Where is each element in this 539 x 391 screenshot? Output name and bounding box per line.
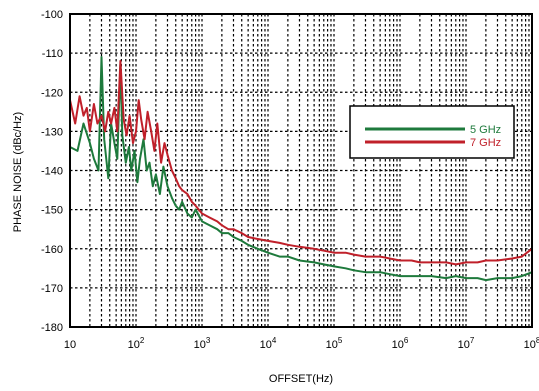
legend-label-7ghz: 7 GHz xyxy=(470,137,501,149)
x-tick-label: 103 xyxy=(194,336,211,351)
legend: 5 GHz 7 GHz xyxy=(349,105,515,159)
x-axis-label: OFFSET(Hz) xyxy=(269,373,333,385)
y-tick-label: -130 xyxy=(41,126,63,138)
y-tick-label: -100 xyxy=(41,9,63,21)
y-tick-label: -150 xyxy=(41,205,63,217)
y-tick-labels: -100 -110 -120 -130 -140 -150 -160 -170 -180 xyxy=(41,9,63,334)
plot-frame xyxy=(69,13,533,328)
series-lines xyxy=(69,56,533,282)
x-tick-label: 10 xyxy=(64,339,76,351)
y-tick-label: -160 xyxy=(41,244,63,256)
legend-label-5ghz: 5 GHz xyxy=(470,124,501,136)
series-line-7ghz xyxy=(69,59,533,266)
x-tick-label: 107 xyxy=(458,336,475,351)
y-tick-label: -140 xyxy=(41,166,63,178)
y-tick-label: -180 xyxy=(41,322,63,334)
x-tick-label: 105 xyxy=(326,336,343,351)
x-tick-label: 104 xyxy=(260,336,277,351)
grid xyxy=(70,14,532,327)
x-tick-label: 106 xyxy=(392,336,409,351)
x-tick-labels: 10 102 103 104 105 106 107 108 xyxy=(64,336,539,351)
y-tick-label: -170 xyxy=(41,283,63,295)
y-tick-label: -120 xyxy=(41,87,63,99)
y-axis-label: PHASE NOISE (dBc/Hz) xyxy=(12,112,24,232)
x-tick-label: 102 xyxy=(128,336,145,351)
y-tick-label: -110 xyxy=(42,48,63,60)
legend-box xyxy=(349,105,515,159)
x-tick-label: 108 xyxy=(524,336,539,351)
